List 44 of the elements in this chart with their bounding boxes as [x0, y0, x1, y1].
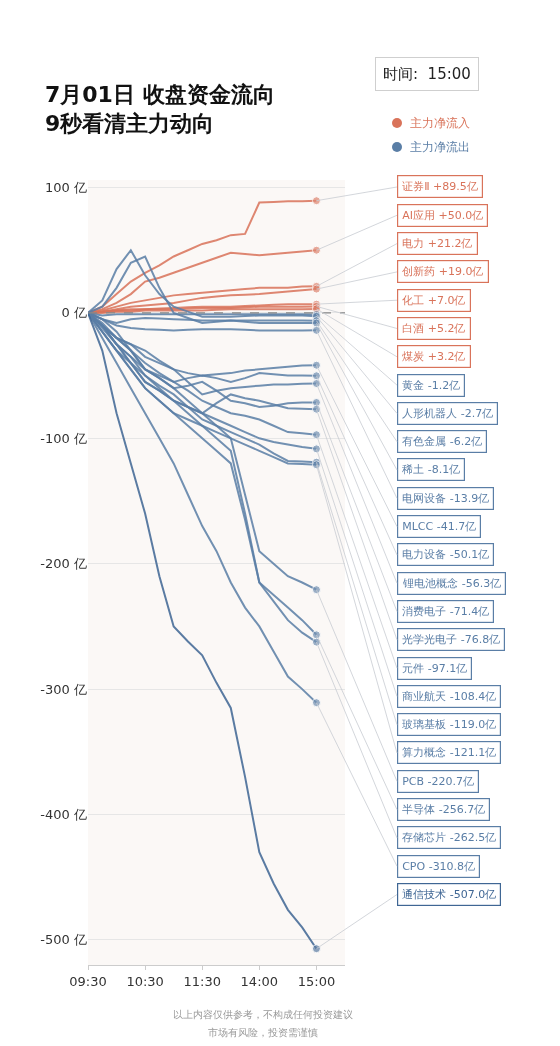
text: 市场有风险，投资需谨慎 [208, 1027, 318, 1038]
text: 主力净流出 [410, 140, 470, 154]
text: 电网设备 -13.9亿 [402, 492, 490, 506]
text: 商业航天 -108.4亿 [402, 690, 497, 704]
text: 人形机器人 -2.7亿 [402, 407, 494, 421]
y-tick-label: -500 亿 [40, 932, 87, 948]
text: 以上内容仅供参考，不构成任何投资建议 [173, 1009, 353, 1020]
x-tick-label: 10:30 [126, 973, 164, 989]
text: 证券Ⅱ +89.5亿 [402, 180, 478, 194]
text: 玻璃基板 -119.0亿 [402, 718, 497, 732]
text: 时间: 15:00 [383, 65, 471, 83]
text: 有色金属 -6.2亿 [402, 435, 483, 449]
text: MLCC -41.7亿 [402, 520, 477, 534]
text: 电力 +21.2亿 [402, 237, 473, 251]
chart-title: 7月01日 收盘资金流向 9秒看清主力动向 [45, 82, 275, 136]
text: CPO -310.8亿 [402, 860, 476, 874]
text: 通信技术 -507.0亿 [402, 888, 497, 902]
text: AI应用 +50.0亿 [402, 209, 484, 223]
y-tick-label: -100 亿 [40, 430, 87, 446]
text: 锂电池概念 -56.3亿 [403, 577, 502, 591]
text: 电力设备 -50.1亿 [402, 548, 490, 562]
x-tick-label: 09:30 [69, 973, 107, 989]
text: 稀土 -8.1亿 [402, 463, 461, 477]
y-tick-label: -400 亿 [40, 807, 87, 823]
text: 黄金 -1.2亿 [402, 379, 461, 393]
text: 化工 +7.0亿 [402, 294, 466, 308]
text: 存储芯片 -262.5亿 [402, 831, 497, 845]
text: 半导体 -256.7亿 [402, 803, 486, 817]
text: 白酒 +5.2亿 [402, 322, 466, 336]
x-tick-label: 11:30 [183, 973, 221, 989]
text: 煤炭 +3.2亿 [402, 350, 466, 364]
text: 消费电子 -71.4亿 [402, 605, 490, 619]
text: 光学光电子 -76.8亿 [402, 633, 501, 647]
y-tick-label: -200 亿 [40, 556, 87, 572]
x-tick-label: 14:00 [240, 973, 279, 989]
y-tick-label: -300 亿 [40, 681, 87, 697]
y-tick-label: 100 亿 [45, 180, 87, 196]
text: 主力净流入 [410, 116, 470, 130]
text: 算力概念 -121.1亿 [402, 746, 497, 760]
text: 元件 -97.1亿 [402, 662, 468, 676]
text: PCB -220.7亿 [402, 775, 475, 789]
y-tick-label: 0 亿 [61, 305, 87, 321]
text: 创新药 +19.0亿 [402, 265, 484, 279]
x-tick-label: 15:00 [297, 973, 336, 989]
